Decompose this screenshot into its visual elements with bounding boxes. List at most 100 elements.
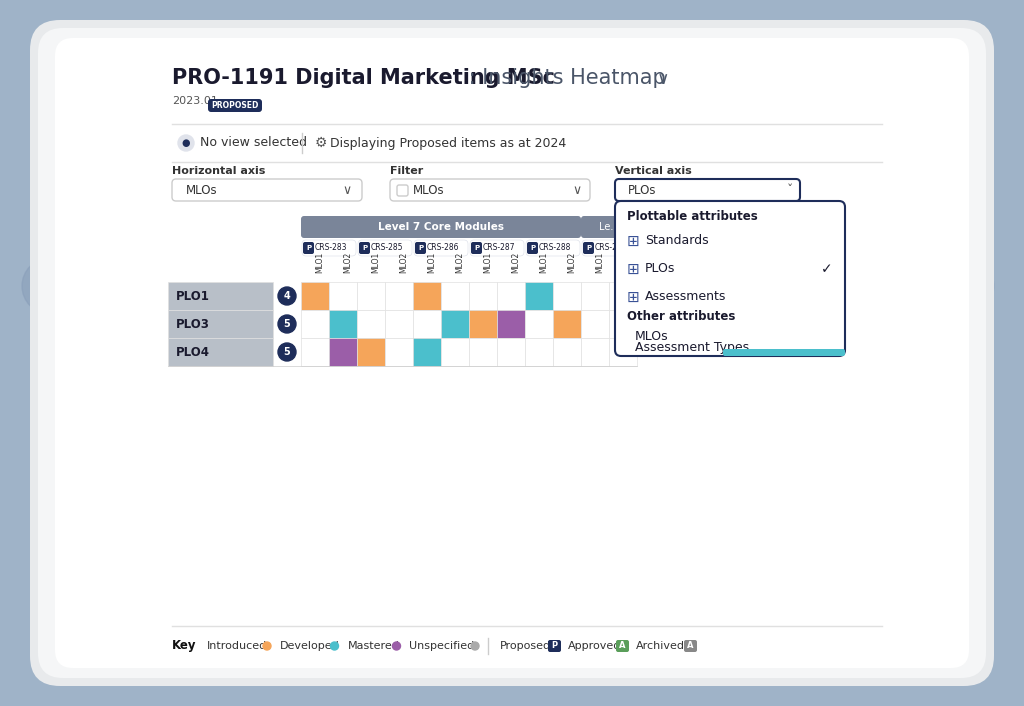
FancyBboxPatch shape <box>302 240 356 256</box>
FancyBboxPatch shape <box>615 201 845 356</box>
Text: P: P <box>306 245 311 251</box>
FancyBboxPatch shape <box>359 242 370 254</box>
Bar <box>413 310 441 338</box>
Bar <box>329 310 357 338</box>
FancyBboxPatch shape <box>684 640 697 652</box>
Bar <box>469 282 497 310</box>
FancyBboxPatch shape <box>38 28 986 678</box>
Bar <box>301 310 329 338</box>
Text: MLO1: MLO1 <box>371 251 380 273</box>
Text: ˇ: ˇ <box>786 184 793 196</box>
Text: PLO1: PLO1 <box>176 289 210 302</box>
Bar <box>385 310 413 338</box>
Text: A: A <box>687 642 693 650</box>
FancyBboxPatch shape <box>470 240 524 256</box>
Text: Proposed: Proposed <box>500 641 551 651</box>
FancyBboxPatch shape <box>471 242 482 254</box>
Text: Developed: Developed <box>280 641 340 651</box>
Circle shape <box>278 343 296 361</box>
Bar <box>581 338 609 366</box>
Bar <box>609 338 637 366</box>
Bar <box>609 282 637 310</box>
Bar <box>497 310 525 338</box>
Bar <box>329 338 357 366</box>
Circle shape <box>954 266 994 306</box>
Bar <box>441 310 469 338</box>
Text: ⊞: ⊞ <box>627 289 640 304</box>
Bar <box>441 338 469 366</box>
Text: 2023.01: 2023.01 <box>172 96 218 106</box>
Text: PLO3: PLO3 <box>176 318 210 330</box>
Bar <box>581 282 609 310</box>
Bar <box>168 282 273 310</box>
Text: ⊞: ⊞ <box>627 261 640 277</box>
Bar <box>469 338 497 366</box>
Bar <box>357 310 385 338</box>
Text: MLO2: MLO2 <box>343 251 352 273</box>
FancyBboxPatch shape <box>414 240 468 256</box>
Text: MLO1: MLO1 <box>427 251 436 273</box>
Text: CRS-286: CRS-286 <box>427 244 460 253</box>
Bar <box>168 338 273 366</box>
FancyBboxPatch shape <box>55 38 969 668</box>
Text: 5: 5 <box>284 319 291 329</box>
Text: CRS-285: CRS-285 <box>371 244 403 253</box>
Text: MLO2: MLO2 <box>623 251 632 273</box>
FancyBboxPatch shape <box>303 242 314 254</box>
Text: ∨: ∨ <box>343 184 352 196</box>
Text: Other attributes: Other attributes <box>627 311 735 323</box>
Text: PLOs: PLOs <box>628 184 656 196</box>
Bar <box>469 310 497 338</box>
FancyBboxPatch shape <box>208 99 262 112</box>
FancyBboxPatch shape <box>582 240 636 256</box>
Circle shape <box>22 258 78 314</box>
Text: P: P <box>474 245 479 251</box>
Bar <box>357 338 385 366</box>
Text: 4: 4 <box>284 291 291 301</box>
Circle shape <box>263 642 271 650</box>
Text: ⊞: ⊞ <box>627 234 640 249</box>
Text: MLO2: MLO2 <box>399 251 408 273</box>
FancyBboxPatch shape <box>527 242 538 254</box>
Bar <box>413 282 441 310</box>
Text: P: P <box>552 642 557 650</box>
FancyBboxPatch shape <box>172 179 362 201</box>
FancyBboxPatch shape <box>723 349 845 356</box>
Text: ✓: ✓ <box>821 262 833 276</box>
Text: P: P <box>418 245 423 251</box>
Text: ∨: ∨ <box>652 70 670 88</box>
FancyBboxPatch shape <box>390 179 590 201</box>
Text: P: P <box>530 245 536 251</box>
Circle shape <box>278 287 296 305</box>
Text: P: P <box>586 245 591 251</box>
FancyBboxPatch shape <box>301 216 581 238</box>
Text: Archived: Archived <box>636 641 685 651</box>
Bar <box>525 282 553 310</box>
Text: 5: 5 <box>284 347 291 357</box>
Text: Le...: Le... <box>599 222 620 232</box>
Bar <box>413 338 441 366</box>
FancyBboxPatch shape <box>548 640 561 652</box>
Text: MLO2: MLO2 <box>511 251 520 273</box>
Text: Key: Key <box>172 640 197 652</box>
Circle shape <box>178 135 194 151</box>
Text: MLO1: MLO1 <box>483 251 492 273</box>
Text: Displaying Proposed items as at 2024: Displaying Proposed items as at 2024 <box>330 136 566 150</box>
Text: PRO-1191 Digital Marketing MSc: PRO-1191 Digital Marketing MSc <box>172 68 555 88</box>
Text: Unspecified: Unspecified <box>410 641 475 651</box>
Circle shape <box>392 642 400 650</box>
FancyBboxPatch shape <box>615 179 800 201</box>
Text: MLO1: MLO1 <box>539 251 548 273</box>
FancyBboxPatch shape <box>30 20 994 686</box>
Text: Vertical axis: Vertical axis <box>615 166 692 176</box>
Bar <box>525 310 553 338</box>
Text: No view selected: No view selected <box>200 136 307 150</box>
Text: ∨: ∨ <box>572 184 582 196</box>
Bar <box>329 282 357 310</box>
FancyBboxPatch shape <box>397 185 408 196</box>
Circle shape <box>278 315 296 333</box>
Text: PLOs: PLOs <box>645 263 676 275</box>
Text: Filter: Filter <box>390 166 423 176</box>
Text: Introduced: Introduced <box>207 641 267 651</box>
Bar <box>441 282 469 310</box>
